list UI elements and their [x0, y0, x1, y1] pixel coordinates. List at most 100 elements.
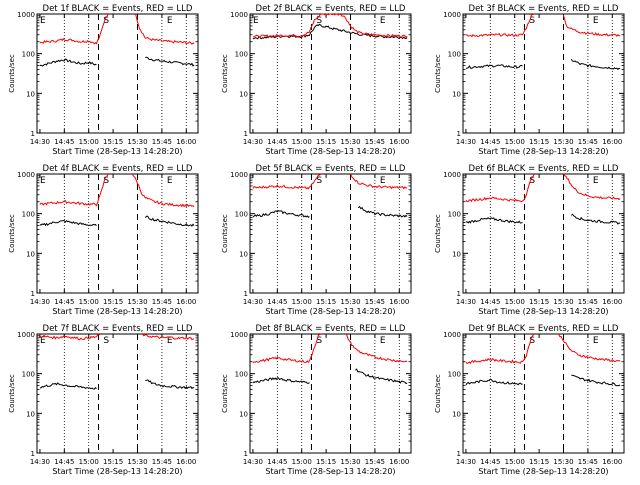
x-tick-label: 15:00	[79, 298, 99, 306]
y-tick-label: 1	[31, 450, 35, 458]
x-axis-label: Start Time (28-Sep-13 14:28:20)	[52, 147, 182, 156]
events-series-line	[39, 382, 97, 390]
y-tick-label: 1000	[230, 11, 248, 19]
lld-series-line	[39, 13, 109, 45]
x-tick-label: 16:00	[176, 298, 196, 306]
x-tick-label: 15:15	[529, 298, 549, 306]
panel-det-4: Det 4f BLACK = Events, RED = LLD Counts/s…	[8, 164, 199, 316]
events-series-line	[571, 374, 621, 387]
interval-marker-label: E	[40, 16, 46, 26]
x-axis-label: Start Time (28-Sep-13 14:28:20)	[265, 307, 395, 316]
events-series-line	[465, 378, 523, 386]
x-tick-label: 14:30	[243, 298, 263, 306]
lld-series-line	[465, 13, 535, 38]
events-series-line	[39, 219, 97, 227]
panel-det-2: Det 2f BLACK = Events, RED = LLD Counts/s…	[221, 4, 412, 156]
x-tick-label: 15:00	[79, 138, 99, 146]
events-series-line	[145, 379, 195, 390]
x-tick-label: 14:30	[456, 298, 476, 306]
x-tick-label: 15:45	[365, 458, 385, 466]
y-tick-label: 100	[448, 211, 461, 219]
events-series-line	[357, 205, 408, 218]
y-axis-label: Counts/sec	[221, 374, 229, 413]
panel-det-9: Det 9f BLACK = Events, RED = LLD Counts/s…	[434, 324, 625, 476]
interval-marker-label: E	[380, 16, 386, 26]
x-tick-label: 15:15	[529, 138, 549, 146]
y-tick-label: 1000	[17, 331, 35, 339]
x-tick-label: 15:15	[316, 298, 336, 306]
x-tick-label: 15:45	[578, 298, 598, 306]
plot-frame	[462, 13, 625, 134]
panel-det-7: Det 7f BLACK = Events, RED = LLD Counts/s…	[8, 324, 199, 476]
plot-frame	[36, 333, 199, 454]
x-axis-label: Start Time (28-Sep-13 14:28:20)	[478, 467, 608, 476]
y-tick-label: 10	[452, 90, 461, 98]
plot-frame	[462, 173, 625, 294]
interval-marker-label: S	[103, 16, 109, 26]
interval-marker-label: E	[167, 16, 173, 26]
x-tick-label: 16:00	[602, 298, 622, 306]
events-series-line	[39, 58, 97, 67]
chart-title: Det 2f BLACK = Events, RED = LLD	[256, 4, 406, 14]
x-axis-label: Start Time (28-Sep-13 14:28:20)	[265, 147, 395, 156]
x-tick-label: 14:30	[30, 298, 50, 306]
chart-title: Det 1f BLACK = Events, RED = LLD	[43, 4, 193, 14]
panel-det-5: Det 5f BLACK = Events, RED = LLD Counts/s…	[221, 164, 412, 316]
x-tick-label: 15:30	[340, 458, 360, 466]
y-axis-label: Counts/sec	[434, 374, 442, 413]
x-axis-label: Start Time (28-Sep-13 14:28:20)	[478, 307, 608, 316]
x-tick-label: 15:15	[316, 458, 336, 466]
chart-title: Det 6f BLACK = Events, RED = LLD	[469, 164, 619, 174]
events-series-line	[252, 23, 408, 40]
y-tick-label: 100	[22, 51, 35, 59]
y-tick-label: 1000	[17, 171, 35, 179]
chart-title: Det 9f BLACK = Events, RED = LLD	[469, 324, 619, 334]
lld-series-line	[465, 333, 535, 365]
x-axis-label: Start Time (28-Sep-13 14:28:20)	[265, 467, 395, 476]
x-tick-label: 14:45	[267, 458, 287, 466]
y-tick-label: 10	[26, 90, 35, 98]
x-tick-label: 15:30	[553, 458, 573, 466]
x-tick-label: 16:00	[389, 138, 409, 146]
x-tick-label: 14:30	[30, 458, 50, 466]
lld-series-line	[142, 333, 195, 341]
x-tick-label: 16:00	[602, 458, 622, 466]
plot-frame	[249, 333, 412, 454]
chart-title: Det 3f BLACK = Events, RED = LLD	[469, 4, 619, 14]
x-tick-label: 16:00	[176, 458, 196, 466]
interval-marker-label: S	[316, 176, 322, 186]
events-series-line	[252, 377, 310, 384]
x-axis-label: Start Time (28-Sep-13 14:28:20)	[52, 307, 182, 316]
x-tick-label: 14:30	[30, 138, 50, 146]
x-tick-label: 15:30	[553, 138, 573, 146]
x-tick-label: 14:30	[243, 458, 263, 466]
x-tick-label: 14:45	[480, 298, 500, 306]
x-tick-label: 15:15	[529, 458, 549, 466]
x-tick-label: 15:45	[365, 298, 385, 306]
x-tick-label: 15:45	[152, 458, 172, 466]
chart-title: Det 8f BLACK = Events, RED = LLD	[256, 324, 406, 334]
x-tick-label: 15:45	[365, 138, 385, 146]
y-tick-label: 1000	[443, 171, 461, 179]
y-tick-label: 100	[22, 211, 35, 219]
interval-marker-label: S	[529, 176, 535, 186]
lld-series-line	[563, 15, 621, 38]
interval-marker-label: E	[167, 176, 173, 186]
x-tick-label: 14:45	[267, 298, 287, 306]
x-tick-label: 15:30	[127, 138, 147, 146]
y-tick-label: 10	[239, 410, 248, 418]
y-tick-label: 1	[244, 290, 248, 298]
y-tick-label: 100	[235, 51, 248, 59]
x-tick-label: 16:00	[389, 458, 409, 466]
y-axis-label: Counts/sec	[434, 214, 442, 253]
chart-title: Det 7f BLACK = Events, RED = LLD	[43, 324, 193, 334]
y-tick-label: 1	[457, 450, 461, 458]
y-tick-label: 1	[31, 130, 35, 138]
interval-marker-label: S	[529, 336, 535, 346]
x-tick-label: 15:30	[340, 298, 360, 306]
panel-det-6: Det 6f BLACK = Events, RED = LLD Counts/s…	[434, 164, 625, 316]
plot-frame	[249, 13, 412, 134]
lld-series-line	[252, 13, 408, 39]
